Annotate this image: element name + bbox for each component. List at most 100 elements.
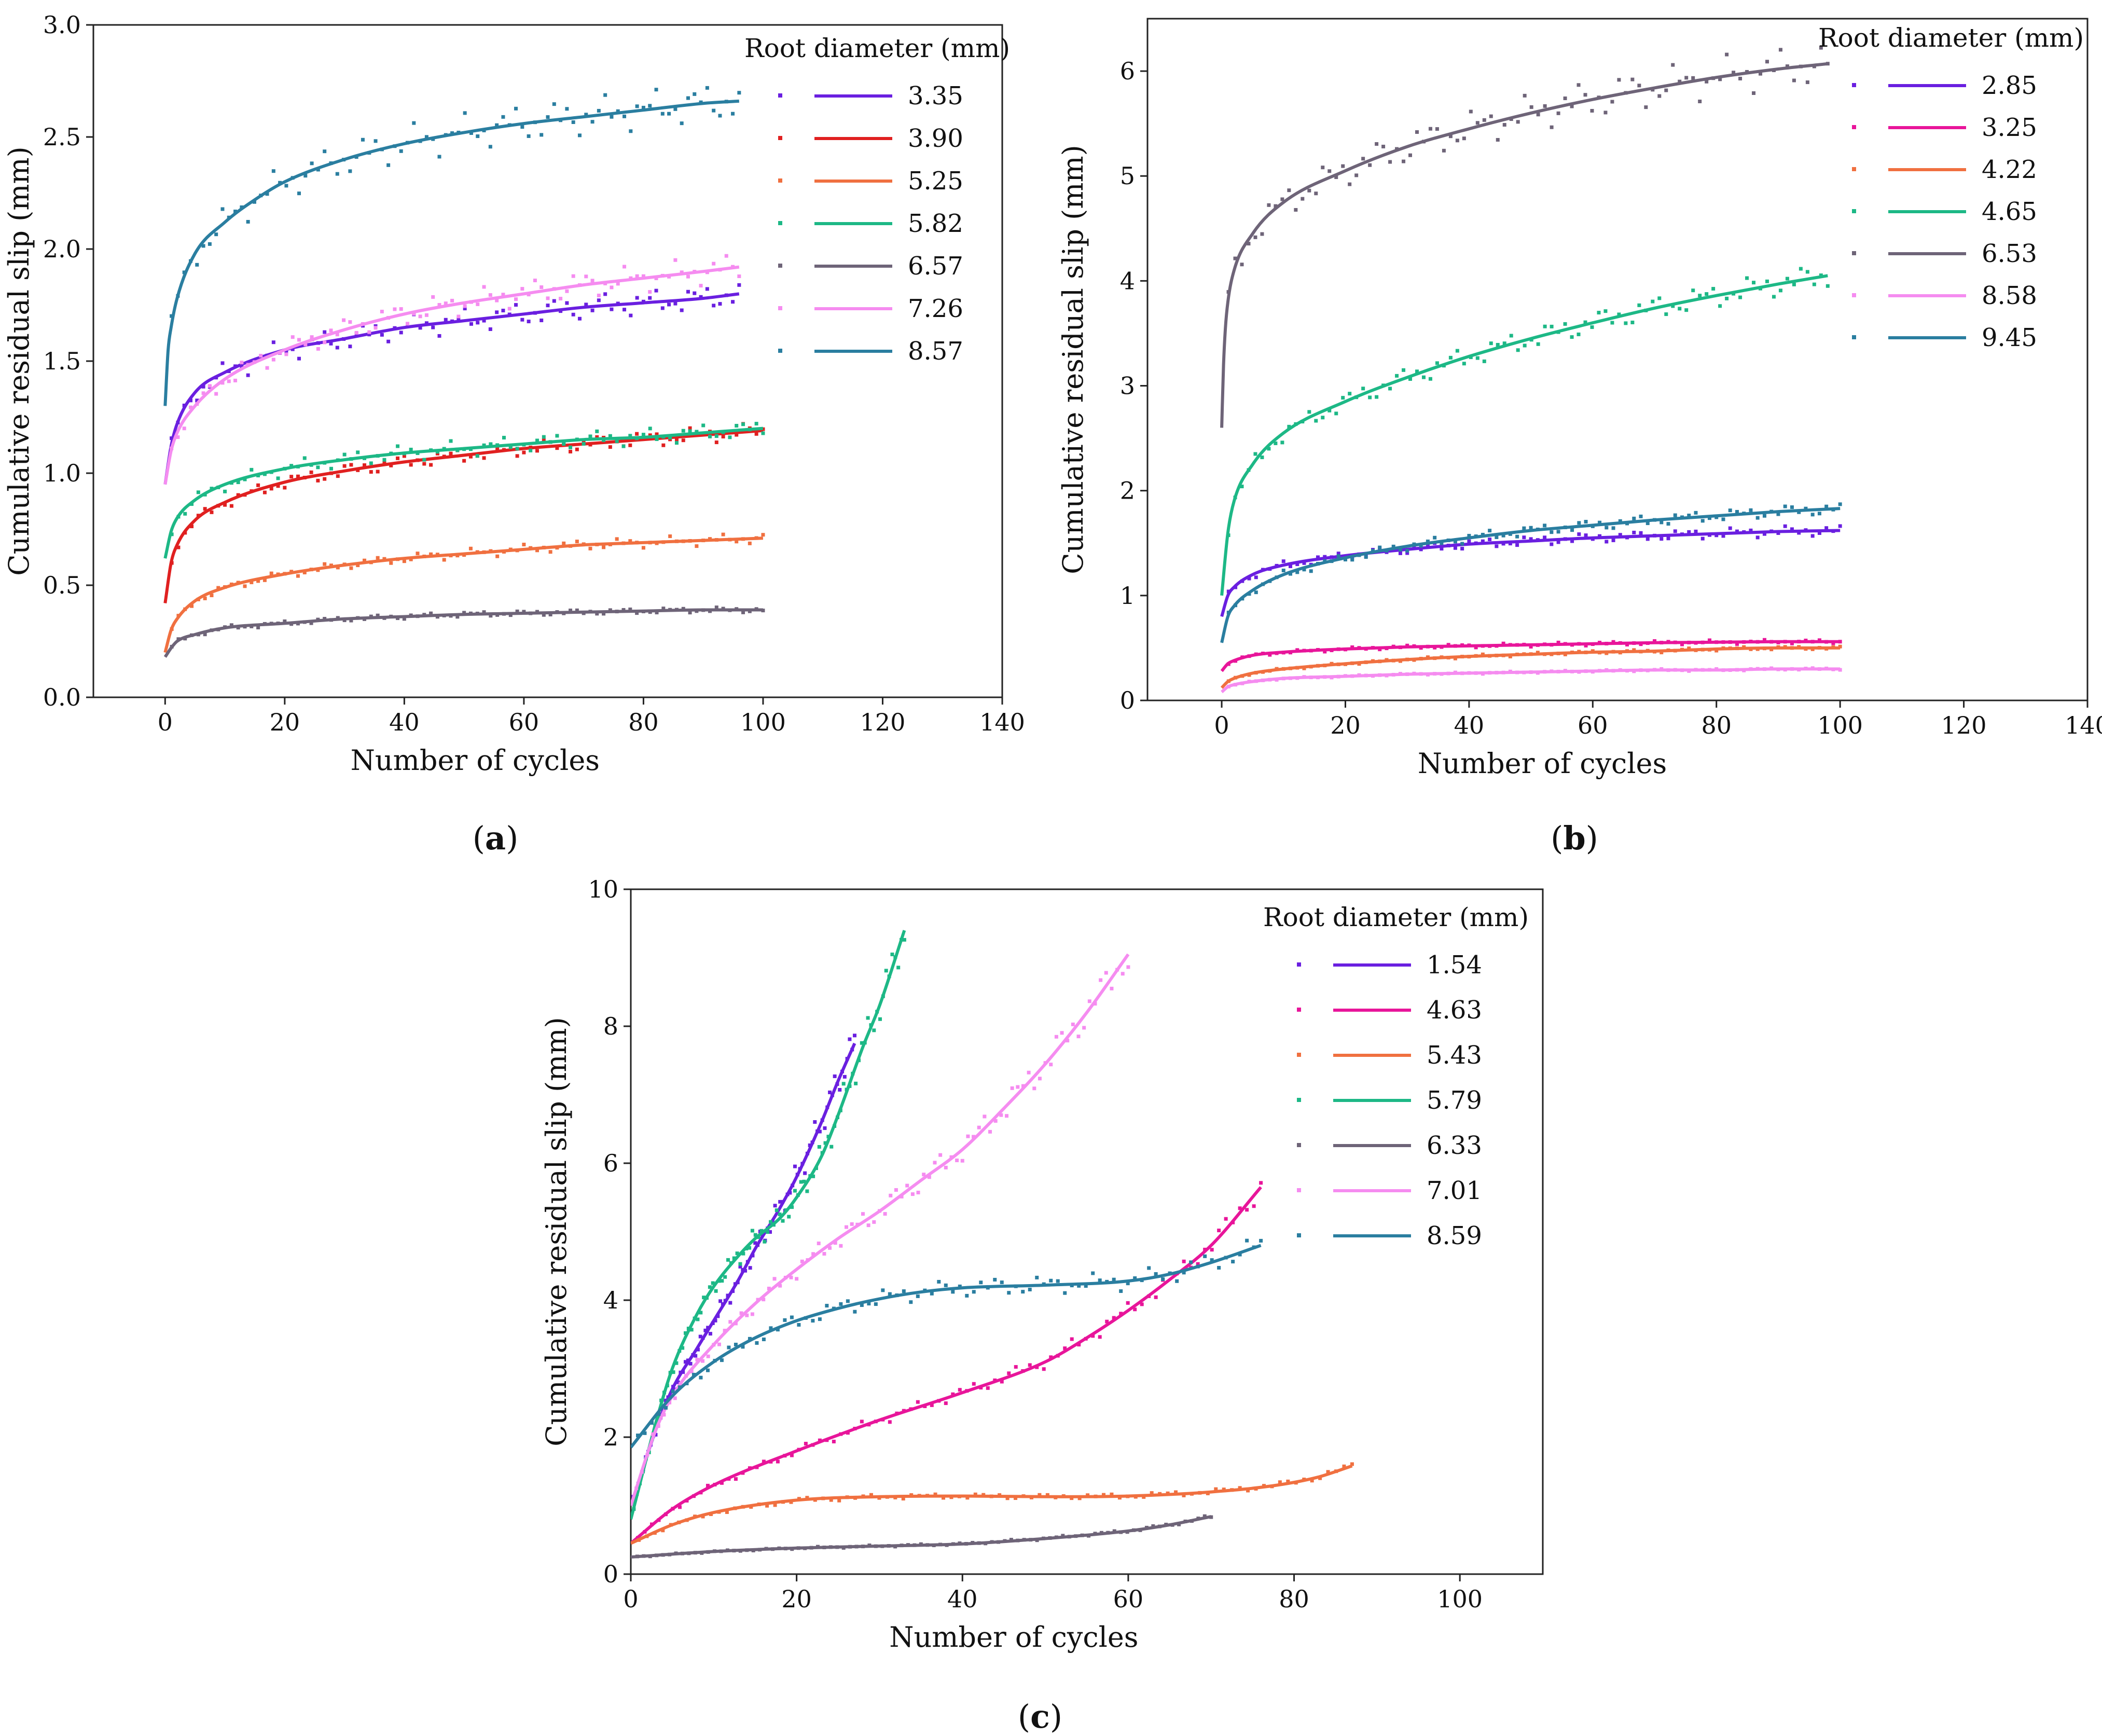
data-point bbox=[635, 104, 639, 108]
legend-marker bbox=[1852, 251, 1856, 255]
legend-item: 8.57 bbox=[778, 337, 963, 366]
data-point bbox=[240, 361, 244, 365]
data-point bbox=[399, 307, 403, 311]
data-point bbox=[529, 448, 533, 452]
data-point bbox=[469, 131, 473, 135]
data-point bbox=[1671, 63, 1675, 67]
y-tick-label: 2 bbox=[1120, 477, 1135, 505]
data-point bbox=[422, 462, 426, 466]
data-point bbox=[1286, 1479, 1290, 1483]
data-point bbox=[734, 1343, 738, 1347]
x-tick-label: 140 bbox=[979, 708, 1025, 736]
data-point bbox=[1645, 521, 1650, 526]
data-point bbox=[342, 318, 346, 322]
data-point bbox=[575, 540, 579, 544]
data-point bbox=[269, 487, 273, 491]
data-point bbox=[1140, 1302, 1144, 1306]
data-point bbox=[220, 207, 225, 211]
data-point bbox=[1224, 1217, 1228, 1221]
data-point bbox=[201, 244, 205, 248]
x-axis-label: Number of cycles bbox=[1418, 747, 1667, 780]
data-point bbox=[271, 357, 275, 362]
data-point bbox=[284, 352, 288, 356]
data-point bbox=[271, 169, 275, 173]
data-point bbox=[348, 345, 352, 349]
data-point bbox=[1812, 282, 1816, 286]
data-point bbox=[386, 163, 391, 167]
data-point bbox=[1725, 52, 1729, 57]
data-point bbox=[694, 1354, 698, 1358]
series-2.85 bbox=[1220, 524, 1842, 617]
data-point bbox=[535, 449, 540, 453]
data-point bbox=[888, 1420, 892, 1424]
fit-line bbox=[1220, 62, 1828, 428]
legend-label: 8.59 bbox=[1427, 1221, 1482, 1250]
data-point bbox=[683, 1360, 687, 1364]
data-point bbox=[1196, 1262, 1200, 1266]
data-point bbox=[1281, 559, 1285, 563]
data-point bbox=[1440, 547, 1444, 551]
data-point bbox=[1462, 362, 1466, 366]
series-4.22 bbox=[1220, 644, 1842, 689]
data-point bbox=[495, 446, 500, 450]
data-point bbox=[418, 326, 422, 330]
data-point bbox=[1467, 539, 1471, 543]
data-point bbox=[409, 557, 413, 561]
data-point bbox=[250, 467, 254, 472]
data-point bbox=[502, 436, 506, 440]
data-point bbox=[1673, 513, 1677, 517]
data-point bbox=[546, 304, 550, 308]
legend-marker bbox=[778, 264, 782, 268]
data-point bbox=[1728, 508, 1732, 513]
data-point bbox=[402, 617, 406, 621]
data-point bbox=[176, 545, 181, 549]
data-point bbox=[463, 111, 467, 115]
data-point bbox=[930, 1291, 934, 1296]
data-point bbox=[515, 454, 519, 458]
data-point bbox=[444, 301, 448, 306]
data-point bbox=[489, 614, 493, 618]
data-point bbox=[283, 486, 287, 490]
data-point bbox=[220, 361, 225, 365]
data-point bbox=[1738, 76, 1743, 80]
data-point bbox=[183, 512, 187, 516]
data-point bbox=[832, 1439, 836, 1443]
data-point bbox=[748, 1246, 752, 1250]
data-point bbox=[535, 438, 540, 443]
data-point bbox=[1495, 535, 1499, 539]
data-point bbox=[1314, 191, 1318, 196]
data-point bbox=[681, 429, 685, 433]
data-point bbox=[1126, 1282, 1130, 1286]
data-point bbox=[1428, 377, 1432, 381]
y-tick-label: 0.5 bbox=[43, 571, 81, 599]
data-point bbox=[565, 301, 569, 305]
data-point bbox=[723, 1275, 727, 1279]
data-point bbox=[692, 1373, 696, 1377]
legend-item: 5.79 bbox=[1297, 1086, 1482, 1115]
data-point bbox=[1687, 514, 1691, 518]
data-point bbox=[1577, 532, 1581, 536]
data-point bbox=[190, 604, 194, 608]
data-point bbox=[661, 1528, 665, 1533]
data-point bbox=[1049, 1278, 1053, 1283]
data-point bbox=[603, 292, 607, 296]
data-point bbox=[802, 1179, 806, 1183]
data-point bbox=[1630, 77, 1635, 81]
y-tick-label: 0 bbox=[1120, 686, 1135, 714]
data-point bbox=[1267, 203, 1271, 207]
data-point bbox=[623, 114, 627, 118]
data-point bbox=[718, 1299, 723, 1303]
data-point bbox=[1577, 332, 1581, 336]
data-point bbox=[660, 306, 665, 310]
data-point bbox=[406, 322, 410, 326]
data-point bbox=[1027, 1070, 1031, 1074]
data-point bbox=[655, 611, 659, 615]
data-point bbox=[1460, 542, 1464, 546]
data-point bbox=[1819, 46, 1823, 50]
data-point bbox=[409, 447, 413, 451]
data-point bbox=[783, 1318, 787, 1322]
data-point bbox=[1098, 1278, 1102, 1283]
legend-item: 2.85 bbox=[1852, 71, 2037, 100]
data-point bbox=[1175, 1279, 1179, 1283]
data-point bbox=[1217, 1266, 1221, 1270]
